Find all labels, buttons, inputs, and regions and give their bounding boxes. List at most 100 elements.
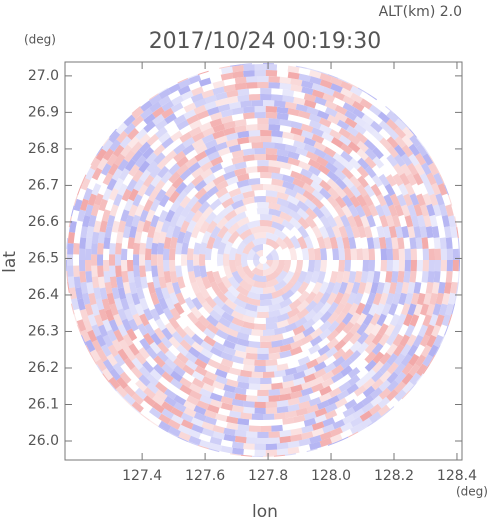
radar-cell [91,265,98,277]
radar-cell [97,231,106,244]
radar-cell [421,271,429,283]
radar-cell [355,302,366,316]
x-tick-label: 127.4 [122,468,162,484]
radar-cell [290,84,303,93]
radar-cell [235,285,250,297]
radar-cell [379,352,392,365]
radar-cell [134,352,147,365]
radar-cell [305,300,318,313]
radar-cell [323,362,337,374]
radar-cell [276,442,289,450]
radar-cell [379,137,392,150]
radar-cell [223,346,236,356]
radar-cell [352,100,365,112]
radar-cell [226,334,239,344]
radar-cell [254,449,266,457]
radar-cell [368,260,375,272]
radar-cell [357,225,367,239]
radar-cell [444,184,449,196]
radar-cell [215,375,228,385]
radar-cell [143,332,155,346]
radar-cell [138,366,151,379]
radar-cell [215,413,228,422]
radar-cell [419,173,431,186]
radar-cell [98,308,108,322]
radar-cell [335,195,347,209]
radar-cell [298,438,311,447]
radar-cell [368,403,382,416]
radar-cell [288,247,297,260]
radar-cell [66,271,69,283]
radar-cell [425,226,434,239]
radar-cell [301,80,314,89]
radar-cell [427,271,435,283]
radar-cell [401,135,414,148]
radar-cell [296,200,310,212]
radar-cell [138,254,146,266]
radar-cell [217,103,231,113]
radar-cell [353,123,367,135]
radar-cell [275,270,288,283]
radar-cell [293,140,306,150]
radar-cell [304,198,317,211]
radar-cell [319,124,332,135]
radar-cell [145,260,152,272]
radar-cell [282,336,295,346]
radar-cell [193,412,207,422]
radar-cell [448,215,457,228]
radar-cell [290,280,303,294]
radar-cell [132,169,144,183]
radar-cell [259,214,273,221]
radar-cell [102,137,110,147]
radar-cell [340,357,353,370]
radar-cell [122,281,131,294]
radar-cell [392,292,401,305]
radar-cell [354,270,363,284]
radar-cell [441,215,450,228]
radar-cell [111,287,120,300]
radar-cell [201,133,215,144]
radar-cell [334,168,347,181]
radar-cell [151,265,159,278]
radar-cell [376,413,386,421]
radar-cell [67,265,74,277]
radar-cell [214,141,228,152]
radar-cell [161,363,174,376]
radar-cell [224,209,237,222]
radar-cell [201,206,214,219]
radar-cell [253,196,266,203]
radar-cell [341,167,354,180]
radar-cell [161,220,171,233]
radar-cell [334,302,346,316]
radar-cell [439,174,445,185]
radar-cell [282,95,295,103]
radar-cell [115,385,128,398]
radar-cell [281,219,295,231]
radar-cell [407,226,416,239]
radar-cell [458,260,461,271]
radar-cell [143,387,156,400]
radar-cell [271,130,284,138]
radar-cell [316,110,330,120]
radar-cell [263,413,275,421]
radar-cell [231,193,245,203]
radar-cell [95,148,107,162]
radar-cell [401,144,414,158]
radar-cell [206,236,216,250]
radar-cell [212,295,225,309]
radar-cell [137,184,149,197]
radar-cell [327,74,339,79]
radar-cell [274,454,286,457]
radar-cell [183,230,192,244]
radar-cell [184,297,196,310]
radar-cell [116,231,124,244]
radar-cell [240,100,252,108]
radar-cell [319,385,332,396]
radar-cell [274,326,287,336]
radar-cell [257,395,269,403]
radar-cell [452,260,460,272]
radar-cell [202,382,215,393]
radar-cell [381,204,392,217]
radar-cell [295,65,307,69]
radar-cell [289,298,302,311]
